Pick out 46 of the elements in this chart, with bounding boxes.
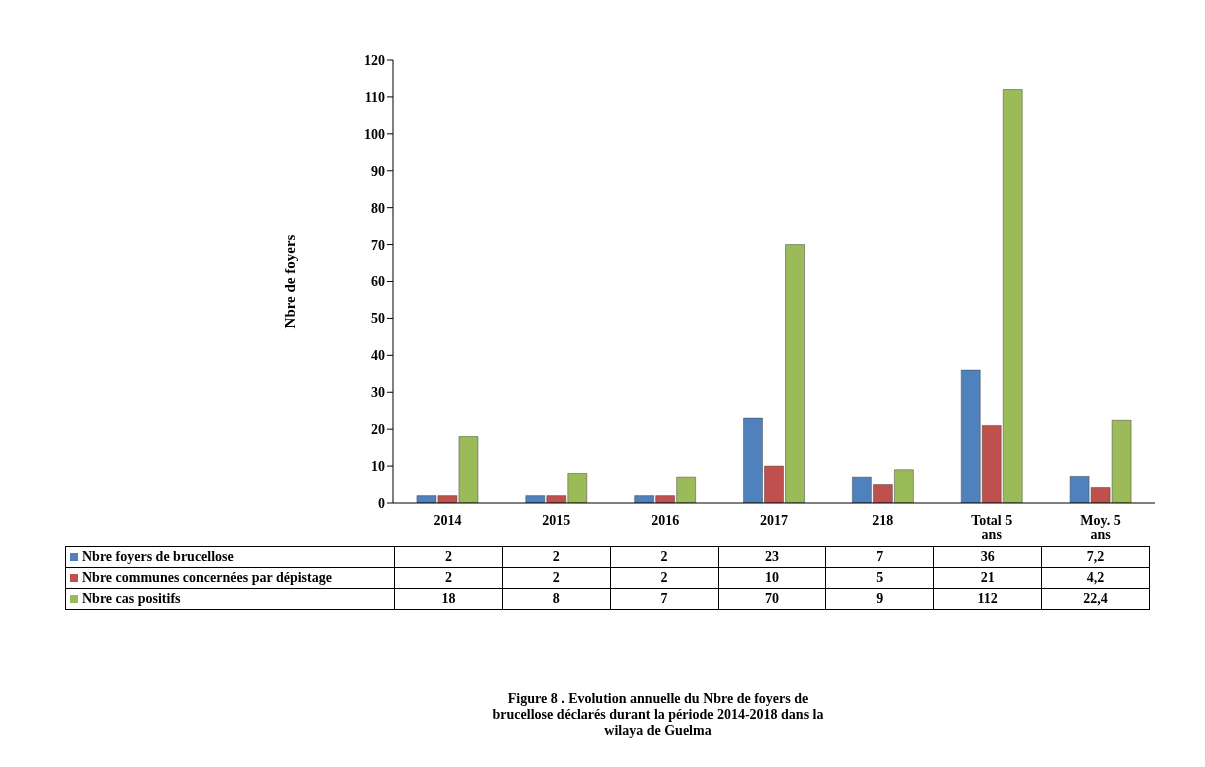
data-label: 9 xyxy=(825,588,934,610)
x-tick-label: 2014 xyxy=(433,512,462,528)
data-label: 2 xyxy=(394,567,503,589)
y-axis-title: Nbre de foyers xyxy=(282,234,299,329)
data-label: 22,4 xyxy=(1041,588,1150,610)
y-tick-label: 40 xyxy=(371,348,385,364)
data-label: 10 xyxy=(718,567,826,589)
data-label: 2 xyxy=(610,546,719,568)
data-label: 8 xyxy=(502,588,611,610)
x-tick-label: 2015 xyxy=(542,512,571,528)
y-tick-label: 110 xyxy=(364,89,385,105)
data-label: 5 xyxy=(825,567,934,589)
y-tick-label: 50 xyxy=(371,311,385,327)
text: Figure 8 . Evolution annuelle du Nbre de foyers de brucellose déclarés durant la période 2014-2018 dans la wilaya de Guelma xyxy=(491,691,825,739)
data-label: 21 xyxy=(933,567,1042,589)
y-tick-label: 60 xyxy=(371,274,385,290)
data-label: 2 xyxy=(502,567,611,589)
x-tick-label: Moy. 5 ans xyxy=(1080,512,1121,542)
data-label: 70 xyxy=(718,588,826,610)
data-label: 18 xyxy=(394,588,503,610)
data-label: 2 xyxy=(394,546,503,568)
x-tick-label: 2016 xyxy=(651,512,680,528)
data-label: 7 xyxy=(610,588,719,610)
legend-label: Nbre foyers de brucellose xyxy=(65,546,395,568)
y-tick-label: 100 xyxy=(364,126,385,142)
y-tick-label: 90 xyxy=(371,163,385,179)
data-label: 2 xyxy=(502,546,611,568)
x-tick-label: Total 5 ans xyxy=(971,512,1013,542)
data-label: 7,2 xyxy=(1041,546,1150,568)
x-tick-label: 218 xyxy=(872,512,894,528)
y-tick-label: 80 xyxy=(371,200,385,216)
y-tick-label: 20 xyxy=(371,422,385,438)
data-label: 7 xyxy=(825,546,934,568)
data-label: 4,2 xyxy=(1041,567,1150,589)
y-tick-label: 120 xyxy=(364,52,385,68)
legend-label: Nbre communes concernées par dépistage xyxy=(65,567,395,589)
legend-label: Nbre cas positifs xyxy=(65,588,395,610)
data-label: 112 xyxy=(933,588,1042,610)
y-tick-label: 30 xyxy=(371,385,385,401)
y-tick-label: 10 xyxy=(371,459,385,475)
x-tick-label: 2017 xyxy=(760,512,788,528)
y-tick-label: 0 xyxy=(378,495,385,511)
data-label: 2 xyxy=(610,567,719,589)
data-label: 36 xyxy=(933,546,1042,568)
y-tick-label: 70 xyxy=(371,237,385,253)
data-label: 23 xyxy=(718,546,826,568)
